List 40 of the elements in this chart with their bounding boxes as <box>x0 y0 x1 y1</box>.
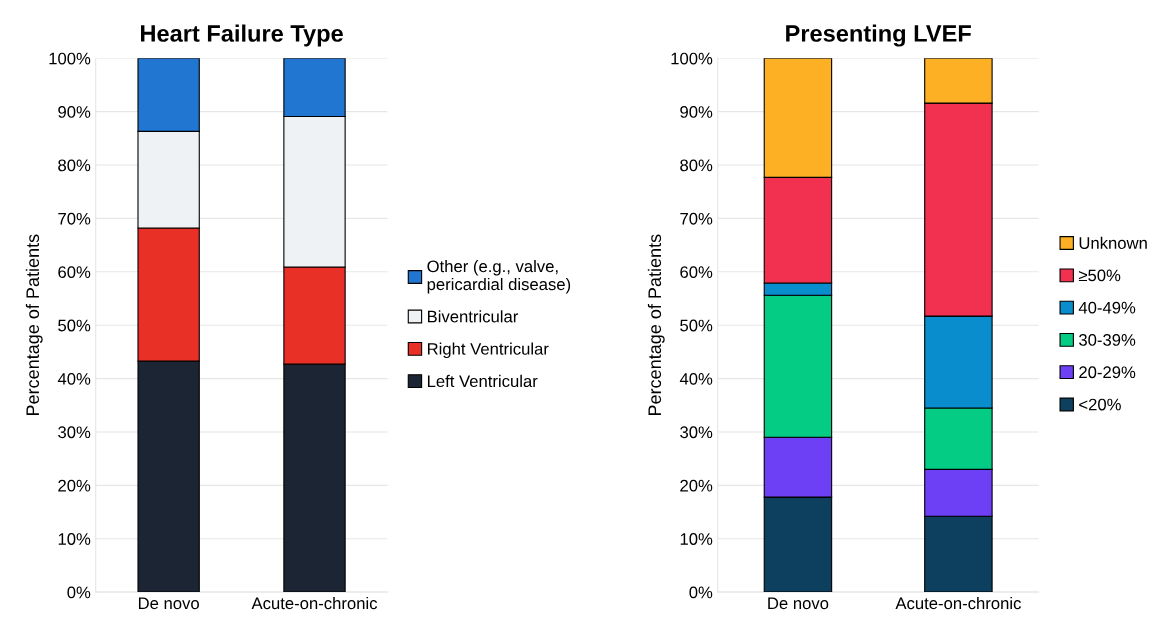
x-tick-label: Acute-on-chronic <box>251 596 378 610</box>
y-tick-label: 20% <box>680 479 713 492</box>
chart-title: Heart Failure Type <box>141 24 343 47</box>
y-tick-label: 40% <box>679 372 713 385</box>
legend-label: Left Ventricular <box>427 374 538 388</box>
y-tick-label: 50% <box>680 319 713 332</box>
y-axis-title: Percentage of Patients <box>647 234 665 416</box>
y-tick-label: 60% <box>58 266 91 279</box>
legend-label: 40-49% <box>1078 301 1136 314</box>
y-tick-label: 30% <box>58 426 91 439</box>
y-tick-label: 50% <box>58 319 91 332</box>
y-tick-label: 20% <box>58 479 91 492</box>
legend-label: <20% <box>1079 398 1121 411</box>
legend-label: Biventricular <box>427 310 519 323</box>
y-tick-label: 10% <box>680 533 713 545</box>
legend-label: ≥50% <box>1078 269 1121 282</box>
legend-label: Unknown <box>1079 236 1147 249</box>
x-tick-label: Acute-on-chronic <box>895 596 1021 610</box>
y-axis-title: Percentage of Patients <box>25 234 43 416</box>
x-tick-label: De novo <box>138 597 199 610</box>
legend-label: 30-39% <box>1079 334 1136 346</box>
y-tick-label: 0% <box>67 586 91 599</box>
y-tick-label: 60% <box>680 266 713 279</box>
y-tick-label: 80% <box>680 159 713 172</box>
y-tick-label: 90% <box>680 106 713 118</box>
y-tick-label: 100% <box>49 52 91 65</box>
chart-title: Presenting LVEF <box>786 24 971 47</box>
y-tick-label: 90% <box>58 106 91 118</box>
legend-label: 20-29% <box>1079 366 1136 379</box>
y-tick-label: 0% <box>689 586 713 599</box>
y-tick-label: 100% <box>671 52 713 65</box>
y-tick-label: 40% <box>57 372 91 385</box>
y-tick-label: 30% <box>680 426 713 439</box>
legend-label: Other (e.g., valve, pericardial disease) <box>427 260 571 294</box>
y-tick-label: 70% <box>58 212 91 225</box>
y-tick-label: 70% <box>680 212 713 225</box>
y-tick-label: 80% <box>58 159 91 172</box>
x-tick-label: De novo <box>768 597 829 610</box>
y-tick-label: 10% <box>58 533 91 545</box>
legend-label: Right Ventricular <box>427 342 549 359</box>
